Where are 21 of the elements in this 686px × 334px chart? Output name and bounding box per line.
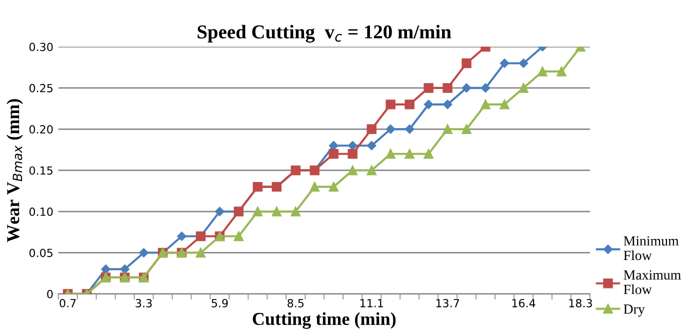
legend-label: Minimum Flow	[624, 236, 679, 260]
x-tick-label: 16.4	[512, 298, 536, 308]
y-tick-label: 0.10	[29, 208, 53, 216]
chart-title: Speed Cutting v$_{c}$ = 120 m/min	[198, 24, 452, 43]
x-tick-label: 13.7	[436, 298, 459, 308]
legend-label: Maximum Flow	[624, 270, 681, 294]
y-tick-label: 0.30	[29, 42, 53, 52]
y-tick-label: 0.20	[29, 125, 53, 134]
y-axis-title: Wear V$_{Bmax}$ (mm)	[6, 99, 23, 242]
legend-label: Dry	[624, 304, 645, 317]
y-tick-label: 0.05	[29, 248, 52, 258]
x-tick-label: 11.1	[360, 299, 383, 308]
x-tick-label: 8.5	[288, 298, 304, 308]
y-tick-label: 0.15	[29, 166, 52, 175]
y-tick-label: 0	[47, 290, 53, 298]
x-tick-label: 0.7	[60, 298, 76, 308]
x-tick-label: 5.9	[212, 298, 228, 308]
y-tick-label: 0.25	[29, 84, 52, 92]
x-tick-label: 3.3	[136, 298, 152, 308]
x-axis-title: Cutting time (min)	[252, 312, 396, 329]
x-tick-label: 18.3	[569, 298, 592, 308]
